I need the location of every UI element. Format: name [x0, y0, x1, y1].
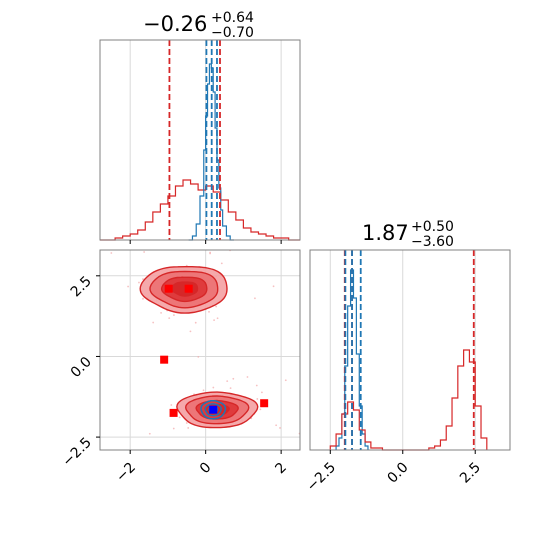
y-tick-label: 2.5 [68, 273, 95, 300]
histogram-series-1 [329, 349, 488, 451]
scatter-point [189, 330, 192, 333]
marker-red [164, 284, 173, 293]
scatter-point [170, 404, 173, 406]
scatter-point [202, 389, 205, 392]
scatter-point [226, 380, 229, 383]
joint-contour-panel: −2 0 2 −2.5 0.0 2.5 [59, 227, 338, 486]
scatter-point [215, 305, 218, 308]
marker-red [260, 399, 269, 408]
scatter-point [229, 387, 232, 390]
scatter-point [187, 427, 190, 429]
scatter-point [255, 384, 258, 387]
scatter-point [213, 319, 215, 321]
x-tick-label: 0 [197, 460, 215, 478]
scatter-point [232, 377, 235, 380]
scatter-point [212, 386, 215, 389]
marker-blue [209, 405, 218, 414]
marginal-histogram-param1 [99, 39, 301, 244]
scatter-point [143, 251, 146, 253]
scatter-point [104, 227, 106, 229]
title-param2-minus: −3.60 [411, 234, 454, 250]
scatter-point [168, 317, 171, 320]
title-param1-minus: −0.70 [211, 25, 254, 41]
marker-red [184, 284, 193, 293]
x-tick-label: −2 [113, 460, 139, 486]
scatter-point [254, 297, 256, 300]
scatter-point [127, 285, 129, 288]
title-param1-plus: +0.64 [211, 10, 254, 26]
marker-red [160, 355, 169, 364]
scatter-point [194, 321, 197, 324]
axes-frame [309, 249, 511, 451]
scatter-point [172, 427, 175, 430]
axes-frame [99, 249, 301, 451]
axes-frame [99, 39, 301, 241]
scatter-point [279, 427, 281, 429]
y-tick-label: 0.0 [68, 354, 95, 381]
scatter-point [142, 297, 144, 300]
scatter-point [217, 241, 219, 243]
title-param1: −0.26 +0.64 −0.70 [143, 10, 254, 41]
title-param2-plus: +0.50 [411, 219, 454, 235]
marginal-histogram-param2: −2.5 0.0 2.5 [304, 249, 511, 495]
scatter-point [246, 376, 249, 378]
x-tick-label: 2.5 [457, 460, 484, 487]
scatter-point [252, 241, 254, 243]
scatter-point [148, 432, 151, 435]
scatter-point [160, 311, 162, 314]
scatter-point [197, 355, 200, 358]
x-tick-label: 0.0 [385, 460, 412, 487]
scatter-point [178, 416, 181, 419]
scatter-point [259, 408, 262, 411]
scatter-point [138, 281, 140, 284]
x-tick-label: 2 [272, 460, 290, 478]
scatter-point [272, 285, 275, 288]
scatter-point [284, 379, 287, 382]
scatter-point [220, 262, 223, 265]
histogram-series-0 [100, 179, 300, 241]
scatter-point [142, 278, 144, 280]
scatter-point [209, 251, 212, 254]
y-tick-label: −2.5 [59, 435, 94, 470]
scatter-point [185, 422, 188, 424]
contour-level-blue [204, 403, 222, 417]
contour-level-blue [200, 399, 227, 420]
scatter-point [261, 391, 263, 394]
x-tick-label: −2.5 [304, 460, 339, 495]
scatter-point [336, 280, 338, 282]
scatter-point [173, 314, 175, 316]
title-param1-value: −0.26 [143, 12, 207, 36]
title-param2-value: 1.87 [362, 221, 409, 245]
scatter-point [208, 310, 210, 313]
scatter-point [304, 387, 306, 389]
scatter-point [275, 424, 278, 427]
marker-red [169, 408, 178, 417]
scatter-point [216, 317, 219, 320]
title-param2: 1.87 +0.50 −3.60 [362, 219, 454, 250]
scatter-point [256, 398, 259, 400]
contour-body [104, 227, 338, 435]
scatter-point [110, 252, 113, 254]
scatter-point [152, 321, 155, 324]
